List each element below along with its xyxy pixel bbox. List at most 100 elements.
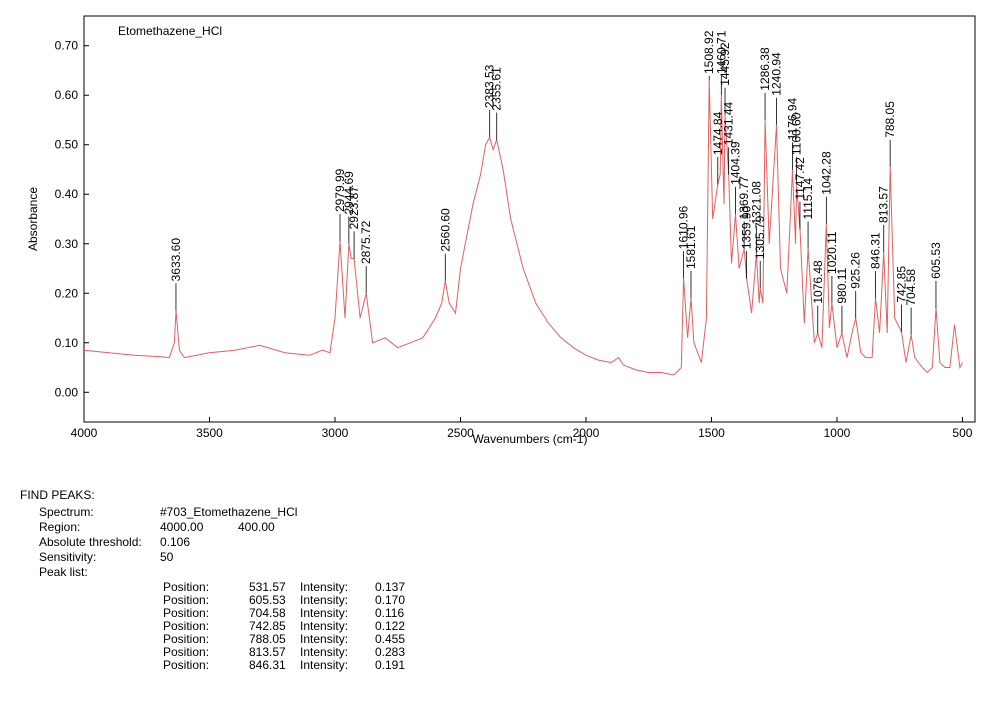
position-value: 846.31 [249, 658, 286, 672]
report-heading: FIND PEAKS: [20, 488, 95, 502]
y-tick-label-0: 0.00 [55, 385, 79, 399]
peak-label-10: 1508.92 [702, 30, 716, 74]
intensity-label: Intensity: [300, 645, 349, 659]
intensity-value: 0.455 [375, 632, 406, 646]
sensitivity-value: 50 [160, 550, 174, 564]
x-tick-label-7: 500 [952, 426, 972, 440]
intensity-label: Intensity: [300, 606, 349, 620]
y-axis-ticks: 0.00 0.10 0.20 0.30 0.40 0.50 0.60 0.70 [55, 39, 89, 399]
peak-label-3: 2923.87 [347, 186, 361, 230]
position-value: 788.05 [249, 632, 286, 646]
position-value: 605.53 [249, 593, 286, 607]
x-tick-label-6: 1000 [824, 426, 851, 440]
peak-label-32: 813.57 [877, 186, 891, 223]
peak-label-23: 1160.60 [790, 112, 804, 155]
peak-label-29: 980.11 [835, 268, 849, 304]
peak-label-9: 1581.61 [684, 225, 698, 269]
peak-label-13: 1445.92 [718, 42, 732, 86]
x-axis-title: Wavenumbers (cm-1) [473, 432, 588, 446]
y-tick-label-7: 0.70 [55, 39, 79, 53]
peak-label-7: 2355.61 [490, 67, 504, 111]
intensity-label: Intensity: [300, 580, 349, 594]
peak-label-18: 1321.08 [749, 181, 763, 225]
y-tick-label-5: 0.50 [55, 138, 79, 152]
peak-label-11: 1474.84 [711, 111, 725, 155]
spectrum-chart: 0.00 0.10 0.20 0.30 0.40 0.50 0.60 0.70 4000 350… [26, 15, 976, 446]
x-tick-label-0: 4000 [71, 426, 98, 440]
x-tick-label-2: 3000 [322, 426, 349, 440]
peak-label-15: 1404.39 [728, 141, 742, 185]
position-label: Position: [163, 593, 210, 607]
y-tick-label-6: 0.60 [55, 88, 79, 102]
peak-label-28: 1020.11 [825, 231, 839, 274]
position-value: 531.57 [249, 580, 286, 594]
peak-label-5: 2560.60 [438, 208, 452, 252]
threshold-label: Absolute threshold: [39, 535, 142, 549]
position-label: Position: [163, 606, 210, 620]
peak-label-12: 1460.71 [714, 30, 728, 74]
peak-list-label: Peak list: [39, 565, 88, 579]
peak-label-2: 2944.69 [342, 171, 356, 215]
peak-label-24: 1147.42 [793, 157, 807, 200]
intensity-value: 0.116 [375, 606, 405, 620]
peak-label-17: 1359.90 [740, 205, 754, 249]
spectrum-label: Spectrum: [39, 505, 94, 519]
peak-label-33: 788.05 [883, 101, 897, 138]
x-tick-label-3: 2500 [447, 426, 474, 440]
intensity-value: 0.191 [375, 658, 406, 672]
spectrum-line [83, 80, 963, 376]
intensity-label: Intensity: [300, 658, 349, 672]
peak-label-26: 1076.48 [811, 260, 825, 304]
position-label: Position: [163, 632, 210, 646]
intensity-label: Intensity: [300, 593, 349, 607]
x-tick-label-5: 1500 [698, 426, 725, 440]
peak-label-30: 925.26 [849, 252, 863, 289]
peak-label-1: 2979.99 [333, 168, 347, 212]
peak-label-6: 2383.53 [483, 64, 497, 108]
region-from: 4000.00 [160, 520, 204, 534]
peak-label-16: 1369.77 [737, 176, 751, 220]
y-tick-label-1: 0.10 [55, 336, 79, 350]
x-tick-label-4: 2000 [573, 426, 600, 440]
peak-label-21: 1240.94 [769, 52, 783, 96]
peak-label-36: 605.53 [929, 242, 943, 279]
x-tick-label-1: 3500 [196, 426, 223, 440]
threshold-value: 0.106 [160, 535, 191, 549]
intensity-value: 0.122 [375, 619, 406, 633]
intensity-label: Intensity: [300, 632, 349, 646]
sensitivity-label: Sensitivity: [39, 550, 97, 564]
position-label: Position: [163, 658, 210, 672]
y-axis-title: Absorbance [26, 187, 40, 251]
x-axis-ticks: 4000 3500 3000 2500 2000 1500 1000 500 [71, 417, 973, 440]
position-value: 704.58 [249, 606, 286, 620]
position-value: 813.57 [249, 645, 286, 659]
plot-area-frame [83, 15, 976, 423]
spectrum-value: #703_Etomethazene_HCl [160, 505, 298, 519]
peak-label-35: 704.58 [904, 269, 918, 306]
position-label: Position: [163, 580, 210, 594]
chart-title: Etomethazene_HCl [118, 24, 222, 38]
position-label: Position: [163, 619, 210, 633]
peak-label-8: 1610.96 [677, 205, 691, 249]
region-label: Region: [39, 520, 81, 534]
peak-label-19: 1305.79 [753, 215, 767, 259]
peak-label-25: 1115.14 [801, 178, 815, 220]
region-to: 400.00 [238, 520, 275, 534]
intensity-label: Intensity: [300, 619, 349, 633]
y-tick-label-3: 0.30 [55, 237, 79, 251]
peak-label-4: 2875.72 [359, 220, 373, 264]
intensity-value: 0.137 [375, 580, 406, 594]
y-tick-label-4: 0.40 [55, 187, 79, 201]
peak-label-20: 1286.38 [758, 47, 772, 91]
position-label: Position: [163, 645, 210, 659]
intensity-value: 0.283 [375, 645, 406, 659]
peak-label-27: 1042.28 [819, 151, 833, 195]
y-tick-label-2: 0.20 [55, 286, 79, 300]
intensity-value: 0.170 [375, 593, 406, 607]
peak-label-14: 1431.44 [722, 102, 736, 146]
peak-label-34: 742.85 [894, 266, 908, 303]
peak-label-22: 1176.94 [786, 97, 800, 140]
peak-label-0: 3633.60 [169, 238, 183, 282]
peak-label-31: 846.31 [869, 232, 883, 269]
